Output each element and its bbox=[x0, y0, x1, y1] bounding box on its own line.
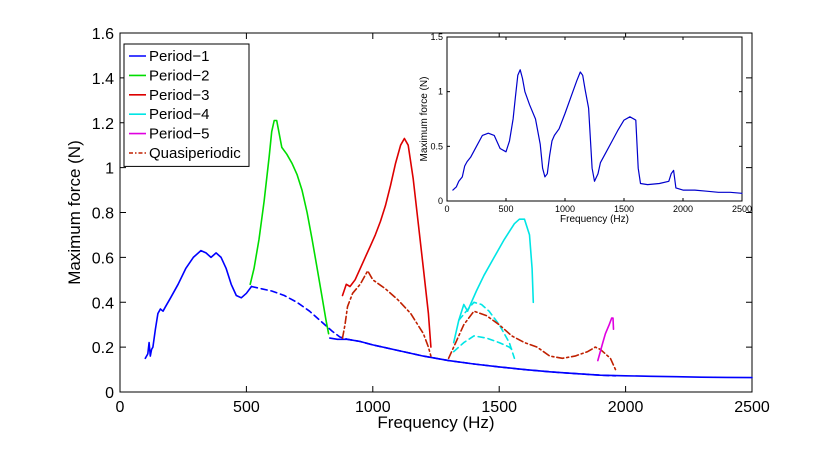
main-series-period-3 bbox=[341, 137, 432, 348]
inset-chart: 0 500 1000 1500 2000 2500 0 0.5 1 1.5 Frequency (H… bbox=[419, 32, 752, 225]
main-ytick-label: 0 bbox=[105, 385, 114, 402]
main-series-period-4-unstable-low- bbox=[452, 335, 516, 353]
inset-ytick-label: 1 bbox=[438, 87, 443, 97]
main-series-quasiperiodic-p3- bbox=[341, 269, 432, 357]
main-series-period-4 bbox=[452, 218, 535, 344]
inset-xtick-label: 2000 bbox=[673, 204, 693, 214]
main-xtick-label: 2000 bbox=[608, 399, 644, 416]
inset-axes-box bbox=[446, 36, 743, 202]
legend-entry: Quasiperiodic bbox=[149, 145, 241, 162]
main-ytick-label: 0.4 bbox=[92, 295, 114, 312]
main-ytick-label: 1 bbox=[105, 161, 114, 178]
main-series-period-1-stable-high- bbox=[328, 337, 753, 379]
main-series-quasiperiodic-p4-p5- bbox=[447, 310, 617, 371]
inset-ytick-label: 1.5 bbox=[430, 32, 443, 42]
inset-xtick-label: 1500 bbox=[614, 204, 634, 214]
inset-xtick-label: 2500 bbox=[732, 204, 752, 214]
legend-box bbox=[123, 43, 250, 167]
inset-xtick-label: 1000 bbox=[555, 204, 575, 214]
main-xtick-label: 0 bbox=[116, 399, 125, 416]
main-series-period-1-stable-low- bbox=[144, 249, 253, 360]
legend: Period−1 Period−2 Period−3 Period−4 Period−5… bbox=[123, 43, 250, 167]
inset-xtick-label: 500 bbox=[498, 204, 513, 214]
main-ytick-label: 0.6 bbox=[92, 250, 114, 267]
legend-entry: Period−1 bbox=[149, 48, 209, 65]
inset-xtick-label: 0 bbox=[444, 204, 449, 214]
inset-ytick-label: 0 bbox=[438, 196, 443, 206]
main-xlabel: Frequency (Hz) bbox=[377, 413, 494, 432]
main-ytick-label: 1.4 bbox=[92, 71, 114, 88]
inset-ylabel: Maximum force (N) bbox=[419, 76, 430, 161]
main-xtick-label: 1000 bbox=[355, 399, 391, 416]
inset-xlabel: Frequency (Hz) bbox=[560, 214, 629, 225]
legend-entry: Period−2 bbox=[149, 67, 209, 84]
main-ylabel: Maximum force (N) bbox=[65, 140, 84, 285]
main-ytick-label: 1.6 bbox=[92, 26, 114, 43]
main-xtick-label: 500 bbox=[233, 399, 260, 416]
inset-series-measured bbox=[452, 69, 743, 194]
main-ytick-label: 1.2 bbox=[92, 116, 114, 133]
legend-entry: Period−4 bbox=[149, 106, 209, 123]
main-ytick-label: 0.2 bbox=[92, 340, 114, 357]
main-xtick-label: 2500 bbox=[734, 399, 770, 416]
inset-ytick-label: 0.5 bbox=[430, 141, 443, 151]
main-series-period-4-unstable bbox=[457, 301, 516, 360]
legend-entry: Period−3 bbox=[149, 87, 209, 104]
main-xtick-label: 1500 bbox=[481, 399, 517, 416]
main-ytick-label: 0.8 bbox=[92, 206, 114, 223]
main-series-period-2 bbox=[249, 119, 330, 335]
main-series-period-5 bbox=[596, 317, 615, 362]
legend-entry: Period−5 bbox=[149, 126, 209, 143]
